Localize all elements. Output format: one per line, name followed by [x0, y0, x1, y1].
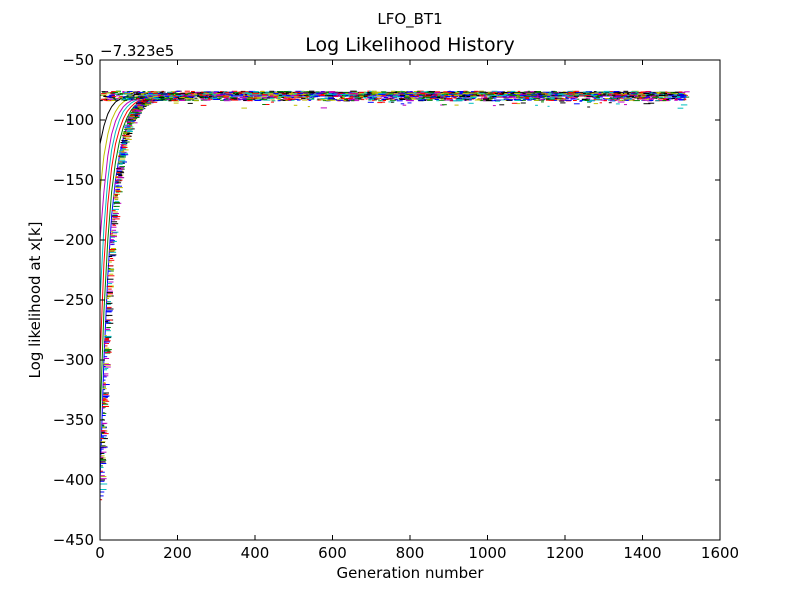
y-tick-label: −350	[53, 411, 94, 429]
y-tick-label: −400	[53, 471, 94, 489]
x-tick-label: 1600	[701, 544, 739, 562]
y-tick-label: −50	[62, 51, 94, 69]
plot-frame	[99, 59, 721, 541]
series-layer	[99, 91, 686, 483]
series-line	[99, 93, 686, 241]
sampled-points-layer	[100, 90, 690, 501]
y-axis-label: Log likelihood at x[k]	[26, 221, 44, 379]
x-tick-label: 1200	[546, 544, 584, 562]
y-tick-label: −150	[53, 171, 94, 189]
x-tick-label: 600	[318, 544, 347, 562]
x-tick-label: 1400	[623, 544, 661, 562]
series-line	[99, 94, 686, 421]
y-tick-label: −100	[53, 111, 94, 129]
series-line	[99, 93, 686, 193]
x-tick-label: 800	[396, 544, 425, 562]
y-axis-offset-label: −7.323e5	[100, 42, 175, 60]
y-tick-label: −450	[53, 531, 94, 549]
x-axis-ticks: 0 200 400 600 800 1000 1200 1400 1600	[95, 60, 739, 562]
x-tick-label: 0	[95, 544, 105, 562]
series-line	[99, 94, 686, 301]
chart-title: Log Likelihood History	[305, 34, 515, 56]
x-tick-label: 400	[241, 544, 270, 562]
x-tick-label: 200	[163, 544, 192, 562]
series-line	[99, 95, 686, 483]
y-tick-label: −200	[53, 231, 94, 249]
y-tick-label: −300	[53, 351, 94, 369]
x-tick-label: 1000	[468, 544, 506, 562]
y-tick-label: −250	[53, 291, 94, 309]
y-axis-ticks: −450 −400 −350 −300 −250 −200 −150 −100 −50	[53, 51, 720, 549]
series-line	[99, 94, 686, 361]
figure-suptitle: LFO_BT1	[377, 10, 443, 28]
x-axis-label: Generation number	[336, 564, 484, 582]
